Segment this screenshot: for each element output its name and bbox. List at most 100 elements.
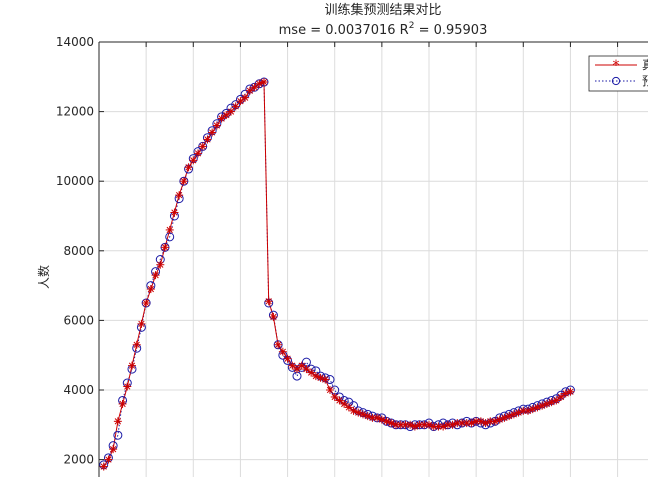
actual-point bbox=[184, 163, 193, 172]
actual-point-stroke bbox=[109, 446, 117, 453]
actual-point bbox=[260, 78, 268, 87]
actual-point-stroke bbox=[472, 418, 480, 425]
actual-point-stroke bbox=[194, 150, 202, 157]
actual-point-stroke bbox=[307, 369, 315, 376]
actual-point-stroke bbox=[166, 226, 173, 234]
actual-point-stroke bbox=[402, 421, 409, 428]
actual-point bbox=[443, 420, 452, 429]
actual-point-stroke bbox=[138, 320, 145, 328]
actual-point-stroke bbox=[152, 272, 159, 279]
actual-point bbox=[165, 225, 174, 234]
actual-point bbox=[128, 361, 136, 370]
actual-point bbox=[321, 375, 330, 384]
y-tick-label: 4000 bbox=[63, 383, 94, 397]
actual-point bbox=[142, 299, 151, 307]
actual-point-stroke bbox=[232, 103, 239, 110]
actual-point-stroke bbox=[289, 362, 296, 369]
actual-point-stroke bbox=[204, 136, 211, 143]
actual-point-stroke bbox=[430, 423, 437, 430]
actual-point-stroke bbox=[185, 164, 192, 171]
actual-point bbox=[156, 260, 165, 269]
actual-series-line bbox=[103, 81, 571, 467]
actual-point bbox=[236, 97, 245, 106]
actual-point-stroke bbox=[157, 261, 164, 268]
legend-marker-actual: * bbox=[613, 58, 620, 74]
actual-point bbox=[231, 102, 240, 111]
actual-point-stroke bbox=[477, 418, 485, 425]
actual-point-stroke bbox=[406, 421, 414, 428]
actual-point-stroke bbox=[458, 419, 466, 427]
actual-point bbox=[189, 156, 198, 165]
actual-point bbox=[335, 396, 344, 405]
actual-point-stroke bbox=[567, 388, 574, 395]
actual-point bbox=[293, 365, 301, 374]
actual-point-stroke bbox=[553, 397, 560, 404]
actual-point bbox=[330, 392, 339, 401]
actual-point bbox=[250, 83, 259, 92]
actual-point bbox=[552, 396, 561, 405]
actual-point-stroke bbox=[100, 463, 107, 470]
actual-point-stroke bbox=[520, 407, 527, 415]
actual-point-stroke bbox=[190, 157, 197, 164]
actual-point-stroke bbox=[227, 108, 235, 115]
actual-point bbox=[118, 399, 127, 408]
series-layer bbox=[99, 77, 575, 471]
actual-point bbox=[302, 365, 311, 374]
actual-point-stroke bbox=[161, 244, 169, 251]
legend: * 真 预 bbox=[588, 55, 648, 92]
actual-point-stroke bbox=[241, 94, 249, 101]
actual-point-stroke bbox=[317, 374, 324, 381]
actual-point bbox=[217, 114, 226, 123]
actual-point-stroke bbox=[251, 84, 258, 91]
legend-label-predicted: 预 bbox=[642, 74, 648, 88]
y-tick-label: 2000 bbox=[63, 453, 94, 467]
actual-point bbox=[212, 121, 221, 130]
actual-point-stroke bbox=[105, 456, 112, 463]
actual-point-stroke bbox=[345, 404, 353, 411]
actual-point-stroke bbox=[199, 143, 206, 150]
actual-point-stroke bbox=[326, 386, 334, 394]
actual-point-stroke bbox=[293, 365, 301, 373]
actual-point-stroke bbox=[119, 400, 126, 408]
actual-point bbox=[340, 399, 349, 408]
actual-point-stroke bbox=[124, 383, 131, 390]
actual-point-stroke bbox=[175, 191, 183, 199]
actual-point-stroke bbox=[364, 412, 371, 420]
actual-point-stroke bbox=[303, 365, 310, 373]
actual-point-stroke bbox=[142, 299, 150, 307]
legend-label-actual: 真 bbox=[642, 58, 648, 72]
actual-point bbox=[198, 142, 207, 151]
y-tick-label: 6000 bbox=[63, 313, 94, 327]
actual-point bbox=[151, 271, 160, 280]
actual-point-stroke bbox=[425, 421, 433, 428]
actual-point bbox=[278, 347, 287, 356]
actual-point bbox=[283, 354, 292, 363]
actual-point-stroke bbox=[350, 407, 357, 415]
actual-point bbox=[288, 361, 297, 370]
actual-point bbox=[132, 340, 141, 349]
actual-point-stroke bbox=[133, 341, 140, 348]
actual-point-stroke bbox=[284, 355, 291, 362]
actual-point bbox=[179, 177, 188, 186]
chart-subtitle: mse = 0.0037016 R2 = 0.95903 bbox=[279, 21, 488, 38]
actual-point bbox=[208, 128, 217, 137]
axes: 2000 4000 6000 8000 10000 12000 14000 bbox=[56, 35, 648, 477]
actual-point bbox=[109, 445, 118, 454]
actual-point-stroke bbox=[487, 418, 494, 425]
actual-point-stroke bbox=[454, 419, 461, 427]
actual-point bbox=[269, 312, 278, 321]
actual-point-stroke bbox=[336, 397, 343, 404]
actual-point bbox=[326, 386, 334, 394]
actual-point-stroke bbox=[223, 111, 230, 119]
predicted-point bbox=[292, 371, 302, 381]
actual-point-stroke bbox=[237, 98, 244, 105]
actual-point bbox=[222, 111, 231, 120]
actual-point bbox=[146, 285, 155, 294]
actual-point bbox=[566, 387, 575, 396]
y-tick-label: 10000 bbox=[56, 174, 94, 188]
actual-point bbox=[123, 382, 132, 391]
actual-point bbox=[453, 419, 462, 428]
y-tick-label: 8000 bbox=[63, 244, 94, 258]
actual-point-stroke bbox=[397, 421, 404, 428]
